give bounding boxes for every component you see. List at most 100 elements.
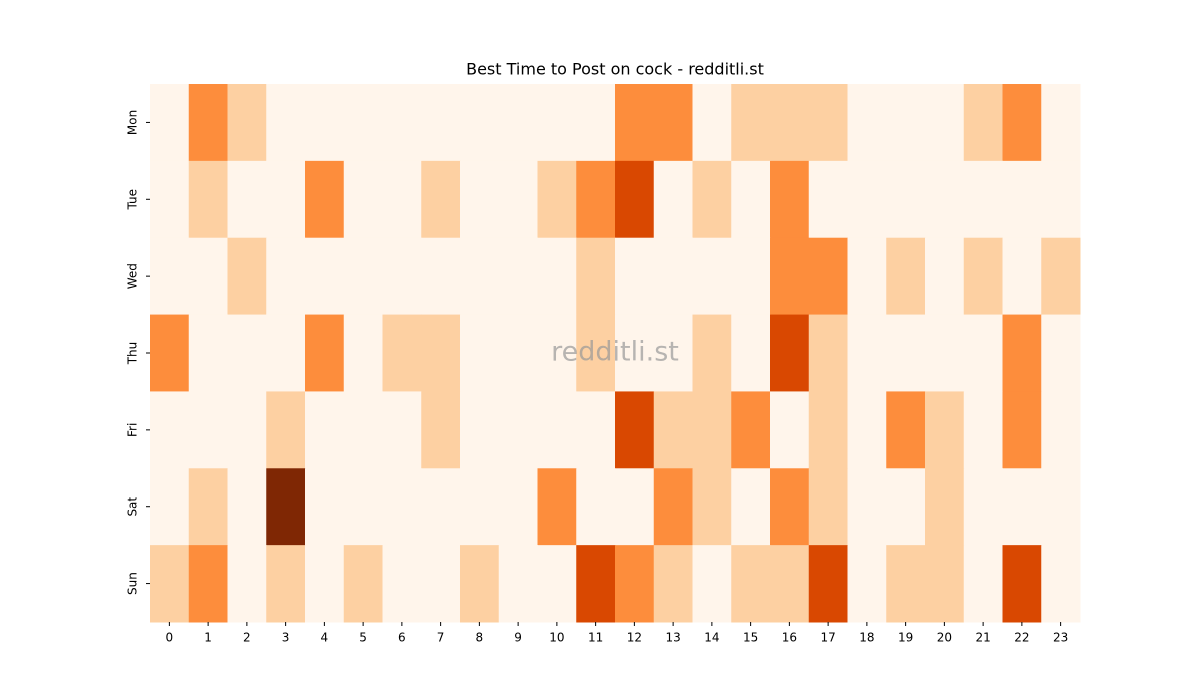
- heatmap-cell: [188, 314, 228, 392]
- x-tick-label: 20: [937, 631, 952, 645]
- heatmap-cell: [382, 391, 422, 469]
- heatmap-cell: [963, 237, 1003, 316]
- y-tick-label: Sun: [126, 572, 140, 595]
- heatmap-cell: [963, 160, 1003, 239]
- heatmap-cell: [692, 545, 732, 623]
- heatmap-cell: [498, 545, 538, 623]
- heatmap-cell: [808, 545, 848, 623]
- heatmap-cell: [576, 237, 616, 316]
- y-tick-label: Sat: [126, 497, 140, 517]
- heatmap-cell: [692, 391, 732, 469]
- heatmap-cell: [1002, 160, 1042, 239]
- heatmap-cell: [1041, 160, 1081, 239]
- heatmap-cell: [847, 160, 887, 239]
- heatmap-cell: [150, 160, 190, 239]
- x-tick-label: 6: [398, 631, 406, 645]
- heatmap-cell: [266, 391, 306, 469]
- heatmap-cell: [305, 237, 345, 316]
- heatmap-cell: [188, 391, 228, 469]
- heatmap-cell: [1041, 237, 1081, 316]
- heatmap-cell: [770, 468, 810, 546]
- heatmap-cell: [576, 160, 616, 239]
- heatmap-cell: [925, 545, 965, 623]
- heatmap-cells: [150, 84, 1081, 623]
- heatmap-cell: [692, 468, 732, 546]
- x-tick-label: 7: [437, 631, 445, 645]
- heatmap-cell: [615, 391, 655, 469]
- chart-title: Best Time to Post on cock - redditli.st: [466, 60, 764, 79]
- x-tick-label: 18: [859, 631, 874, 645]
- x-tick-label: 10: [549, 631, 564, 645]
- heatmap-cell: [886, 545, 926, 623]
- heatmap-cell: [770, 391, 810, 469]
- heatmap-cell: [731, 237, 771, 316]
- heatmap-cell: [925, 391, 965, 469]
- heatmap-cell: [227, 84, 267, 162]
- heatmap-cell: [460, 160, 500, 239]
- heatmap-cell: [925, 84, 965, 162]
- heatmap-cell: [731, 160, 771, 239]
- heatmap-cell: [692, 160, 732, 239]
- heatmap-cell: [692, 237, 732, 316]
- heatmap-cell: [460, 391, 500, 469]
- heatmap-cell: [150, 237, 190, 316]
- heatmap-cell: [731, 391, 771, 469]
- heatmap-cell: [653, 237, 693, 316]
- heatmap-cell: [460, 468, 500, 546]
- heatmap-cell: [227, 237, 267, 316]
- heatmap-cell: [731, 468, 771, 546]
- x-tick-label: 13: [665, 631, 680, 645]
- heatmap-cell: [1041, 391, 1081, 469]
- heatmap-cell: [963, 391, 1003, 469]
- heatmap-cell: [537, 237, 577, 316]
- heatmap-cell: [1002, 237, 1042, 316]
- x-tick-label: 14: [704, 631, 719, 645]
- heatmap-cell: [576, 84, 616, 162]
- x-tick-label: 0: [166, 631, 174, 645]
- heatmap-cell: [150, 391, 190, 469]
- heatmap-cell: [1002, 84, 1042, 162]
- heatmap-cell: [1002, 468, 1042, 546]
- heatmap-cell: [150, 545, 190, 623]
- x-tick-label: 16: [782, 631, 797, 645]
- heatmap-cell: [1002, 391, 1042, 469]
- heatmap-cell: [847, 237, 887, 316]
- heatmap-cell: [460, 237, 500, 316]
- heatmap-cell: [421, 237, 461, 316]
- heatmap-cell: [576, 314, 616, 392]
- heatmap-cell: [421, 84, 461, 162]
- x-tick-label: 2: [243, 631, 251, 645]
- heatmap-cell: [421, 391, 461, 469]
- heatmap-cell: [188, 160, 228, 239]
- heatmap-cell: [847, 391, 887, 469]
- heatmap-cell: [692, 84, 732, 162]
- heatmap-cell: [343, 237, 383, 316]
- heatmap-cell: [925, 468, 965, 546]
- heatmap-cell: [498, 468, 538, 546]
- heatmap-cell: [343, 84, 383, 162]
- heatmap-cell: [537, 468, 577, 546]
- y-tick-label: Mon: [126, 110, 140, 135]
- heatmap-cell: [305, 468, 345, 546]
- heatmap-cell: [382, 545, 422, 623]
- heatmap-cell: [188, 237, 228, 316]
- heatmap-cell: [615, 84, 655, 162]
- heatmap-cell: [770, 160, 810, 239]
- heatmap-cell: [692, 314, 732, 392]
- heatmap-cell: [653, 84, 693, 162]
- heatmap-cell: [343, 314, 383, 392]
- heatmap-cell: [227, 468, 267, 546]
- heatmap-cell: [537, 545, 577, 623]
- heatmap-cell: [653, 468, 693, 546]
- x-tick-label: 17: [820, 631, 835, 645]
- heatmap-cell: [188, 84, 228, 162]
- heatmap-cell: [808, 84, 848, 162]
- heatmap-cell: [421, 468, 461, 546]
- heatmap-cell: [382, 468, 422, 546]
- x-tick-label: 15: [743, 631, 758, 645]
- heatmap-cell: [150, 314, 190, 392]
- heatmap-cell: [808, 160, 848, 239]
- heatmap-cell: [498, 84, 538, 162]
- heatmap-cell: [615, 237, 655, 316]
- x-tick-label: 12: [627, 631, 642, 645]
